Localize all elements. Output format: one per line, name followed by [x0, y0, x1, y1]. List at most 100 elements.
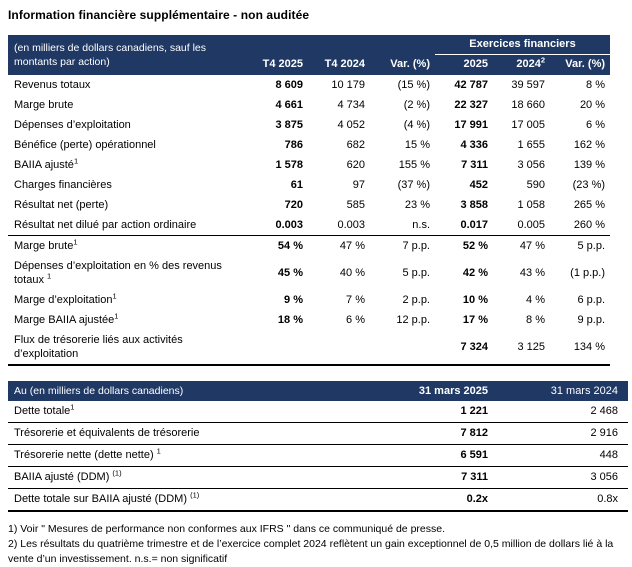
footnote-marker: 1: [112, 291, 117, 301]
balance-sheet-table: Au (en milliers de dollars canadiens) 31…: [8, 381, 628, 512]
row-label: Marge brute1: [14, 237, 78, 252]
balance-table-body: Dette totale1 1 221 2 468 Trésorerie et équ…: [8, 401, 628, 512]
cell-value: 45 %: [277, 267, 303, 279]
cell-value: 6 %: [586, 119, 606, 131]
col-header-t4-2025: T4 2025: [262, 58, 303, 70]
row-label: Marge d’exploitation1: [14, 291, 117, 306]
row-label: Marge BAIIA ajustée1: [14, 311, 119, 326]
cell-value: [308, 330, 370, 366]
cell-value: 7 812: [368, 422, 498, 445]
row-label: Dépenses d’exploitation en % des revenus…: [14, 260, 222, 286]
footnote-marker: 1: [73, 156, 79, 166]
footnote-marker: (1): [112, 468, 122, 478]
footnote-marker: 1: [114, 311, 119, 321]
cell-value: 52 %: [462, 240, 488, 252]
cell-value: 17 991: [454, 119, 488, 131]
quarterly-results-table: (en milliers de dollars canadiens, sauf …: [8, 35, 611, 366]
row-label: Flux de trésorerie liés aux activités d’…: [8, 330, 248, 366]
row-label: Trésorerie nette (dette nette) 1: [8, 444, 368, 467]
cell-value: 0.003: [308, 215, 370, 236]
cell-value: 585: [346, 199, 365, 211]
cell-value: 5 p.p.: [402, 267, 430, 279]
cell-value: n.s.: [370, 215, 435, 236]
col-header-var-quarter: Var. (%): [390, 58, 430, 70]
cell-value: 47 %: [339, 240, 365, 252]
cell-value: 4 052: [337, 119, 365, 131]
cell-value: (23 %): [572, 179, 606, 191]
cell-value: 6 591: [368, 444, 498, 467]
cell-value: 1 058: [517, 199, 545, 211]
footnote-marker: 1: [70, 402, 75, 412]
table-row: Flux de trésorerie liés aux activités d’…: [8, 330, 611, 366]
cell-value: (1 p.p.): [570, 267, 606, 279]
row-label: Dépenses d’exploitation: [14, 119, 131, 131]
cell-value: (2 %): [403, 99, 430, 111]
cell-value: (15 %): [397, 79, 430, 91]
cell-value: 9 %: [284, 294, 303, 306]
cell-value: 2 468: [498, 401, 628, 423]
cell-value: 8 %: [526, 314, 545, 326]
row-label: Dette totale sur BAIIA ajusté (DDM) (1): [8, 488, 368, 512]
cell-value: 155 %: [398, 159, 430, 171]
col-header-var-fy: Var. (%): [565, 58, 606, 70]
row-label: Revenus totaux: [14, 79, 91, 91]
cell-value: 15 %: [404, 139, 430, 151]
table-row: BAIIA ajusté (DDM) (1) 7 311 3 056: [8, 466, 628, 489]
footnote-marker: 1: [73, 237, 78, 247]
cell-value: 3 858: [460, 199, 488, 211]
cell-value: 8 609: [275, 79, 303, 91]
row-label: Dette totale1: [8, 401, 368, 423]
table-row: Dépenses d’exploitation en % des revenus…: [8, 256, 610, 290]
row-label: Bénéfice (perte) opérationnel: [14, 139, 156, 151]
cell-value: 8 %: [586, 79, 606, 91]
cell-value: 260 %: [550, 215, 611, 236]
cell-value: 54 %: [277, 240, 303, 252]
cell-value: [370, 330, 435, 366]
col-header-t4-2024: T4 2024: [324, 58, 365, 70]
cell-value: 22 327: [454, 99, 488, 111]
cell-value: 9 p.p.: [577, 314, 606, 326]
cell-value: 61: [290, 179, 303, 191]
table-row: Marge brute1 54 % 47 % 7 p.p. 52 % 47 % 5 p.p.: [8, 236, 610, 257]
cell-value: 6 %: [346, 314, 365, 326]
row-label: BAIIA ajusté (DDM) (1): [8, 466, 368, 489]
cell-value: 23 %: [404, 199, 430, 211]
cell-value: 17 %: [462, 314, 488, 326]
col-header-fy-2024-label: 2024: [516, 58, 541, 70]
cell-value: 4 734: [337, 99, 365, 111]
table-row: Résultat net dilué par action ordinaire 0…: [8, 215, 611, 236]
cell-value: 0.2x: [368, 488, 498, 512]
cell-value: 18 660: [511, 99, 545, 111]
cell-value: 10 179: [331, 79, 365, 91]
cell-value: 10 %: [462, 294, 488, 306]
cell-value: 3 125: [493, 330, 550, 366]
cell-value: 20 %: [579, 99, 606, 111]
cell-value: 0.8x: [498, 488, 628, 512]
cell-value: 162 %: [573, 139, 606, 151]
cell-value: 17 005: [511, 119, 545, 131]
table-row: Dette totale sur BAIIA ajusté (DDM) (1) 0…: [8, 488, 628, 512]
quarterly-table-header: (en milliers de dollars canadiens, sauf …: [8, 35, 611, 75]
table-row: Trésorerie et équivalents de trésorerie 7…: [8, 422, 628, 445]
table-row: BAIIA ajusté1 1 578 620 155 % 7 311 3 056 139 …: [8, 155, 610, 175]
cell-value: 7 %: [346, 294, 365, 306]
cell-value: 47 %: [519, 240, 545, 252]
cell-value: 1 221: [368, 401, 498, 423]
cell-value: 590: [526, 179, 545, 191]
fy-2024-footnote-marker: 2: [540, 55, 545, 65]
cell-value: 5 p.p.: [577, 240, 606, 252]
cell-value: 18 %: [277, 314, 303, 326]
cell-value: 452: [469, 179, 488, 191]
col-header-31-mars-2024: 31 mars 2024: [550, 385, 618, 397]
cell-value: 6 p.p.: [577, 294, 606, 306]
footnote-marker: (1): [190, 490, 200, 500]
cell-value: 620: [346, 159, 365, 171]
cell-value: 1 655: [517, 139, 545, 151]
table-row: Charges financières 61 97 (37 %) 452 590 (23 %…: [8, 175, 610, 195]
page-title: Information financière supplémentaire - …: [8, 8, 310, 22]
col-header-fy-2025: 2025: [463, 58, 488, 70]
cell-value: [248, 330, 308, 366]
col-header-31-mars-2025: 31 mars 2025: [418, 385, 488, 397]
balance-table-header: Au (en milliers de dollars canadiens) 31…: [8, 381, 628, 401]
cell-value: 0.005: [493, 215, 550, 236]
